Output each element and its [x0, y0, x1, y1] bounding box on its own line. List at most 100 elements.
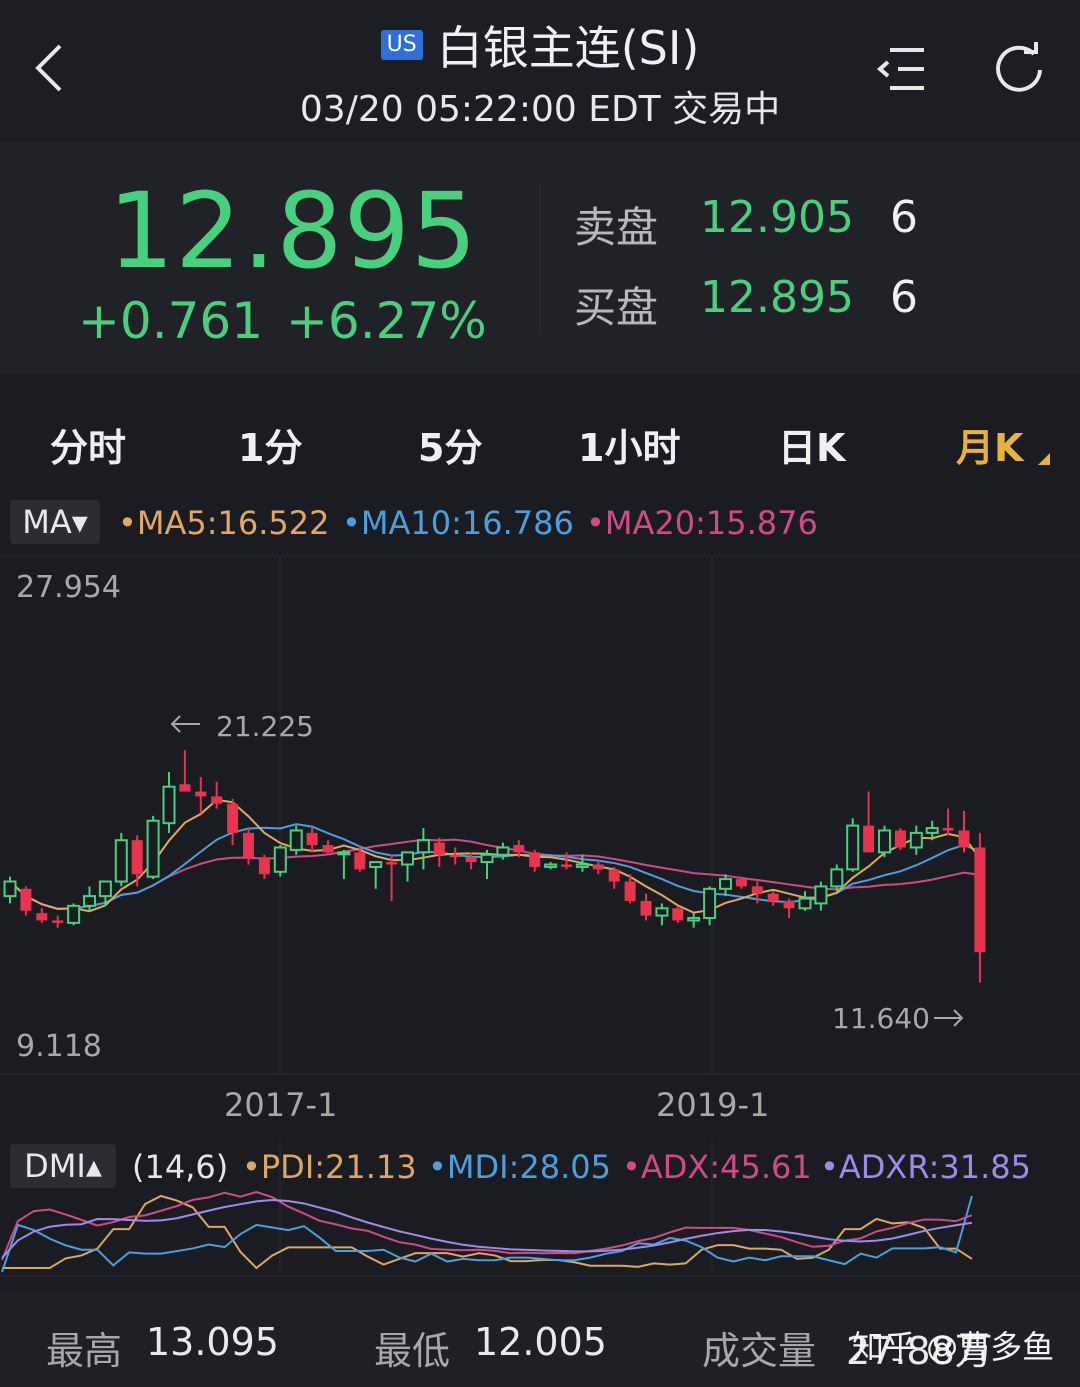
low-marker: 11.640	[832, 1002, 964, 1035]
candle-body	[846, 824, 860, 871]
candle-body	[830, 868, 844, 888]
candle-body	[798, 897, 812, 910]
volume-label: 成交量	[702, 1329, 817, 1373]
pdi-line	[2, 1194, 973, 1270]
adx-value: •ADX:45.61	[622, 1148, 812, 1186]
candle-body	[624, 881, 636, 901]
candle-body	[386, 862, 398, 865]
candle-body	[529, 852, 541, 867]
candle-body	[131, 840, 143, 875]
candle-body	[83, 895, 96, 907]
candle-body	[592, 864, 604, 870]
tab-daily-k[interactable]: 日K	[778, 426, 846, 470]
stats-footer: 最高 13.095 最低 12.005 成交量 27.88万	[0, 1290, 1080, 1387]
tab-5min[interactable]: 5分	[418, 426, 483, 470]
candle-body	[814, 885, 828, 905]
menu-list-icon[interactable]	[876, 42, 928, 96]
trade-status: 03/20 05:22:00 EDT 交易中	[299, 89, 781, 130]
candle-body	[337, 851, 351, 856]
low-label: 最低	[374, 1329, 451, 1373]
candle-body	[878, 829, 891, 854]
candle-body	[179, 784, 191, 792]
ma-legend: MA▾ •MA5:16.522 •MA10:16.786 •MA20:15.87…	[0, 498, 1080, 550]
candle-body	[496, 846, 510, 856]
candle-body	[703, 887, 717, 919]
ma-indicator-selector[interactable]: MA▾	[10, 500, 100, 544]
bid-price: 12.895	[700, 272, 854, 323]
candle-body	[67, 904, 81, 924]
candle-body	[751, 886, 763, 894]
y-max-label: 27.954	[16, 570, 121, 605]
high-value: 13.095	[146, 1320, 279, 1364]
candle-body	[401, 851, 414, 866]
candle-body	[480, 853, 494, 864]
dmi-chart[interactable]	[0, 1140, 1080, 1280]
top-bar: US 白银主连(SI) 03/20 05:22:00 EDT 交易中	[0, 0, 1080, 140]
candle-body	[52, 920, 64, 923]
pdi-value: •PDI:21.13	[242, 1148, 417, 1186]
candle-body	[146, 819, 160, 878]
period-tabs: 分时 1分 5分 1小时 日K 月K	[0, 395, 1080, 493]
tab-1min[interactable]: 1分	[238, 426, 303, 470]
candle-body	[211, 796, 223, 804]
candle-body	[735, 879, 747, 887]
candle-body	[465, 857, 477, 863]
candle-body	[974, 847, 986, 953]
candle-body	[719, 878, 732, 890]
market-badge: US	[380, 30, 423, 60]
candle-body	[767, 893, 779, 901]
candle-body	[195, 791, 207, 797]
last-price: 12.895	[108, 170, 478, 292]
refresh-icon[interactable]	[990, 40, 1052, 100]
candle-body	[863, 825, 875, 853]
candle-body	[114, 839, 128, 883]
quote-panel: 12.895 +0.761 +6.27% 卖盘 12.905 6 买盘 12.8…	[0, 142, 1080, 374]
candle-body	[162, 785, 176, 825]
candle-body	[258, 857, 270, 875]
candle-body	[894, 830, 906, 848]
ma10-value: •MA10:16.786	[342, 504, 574, 542]
candle-body	[687, 916, 701, 922]
candle-body	[672, 908, 684, 921]
candle-body	[354, 852, 366, 870]
ma5-value: •MA5:16.522	[118, 504, 330, 542]
candle-body	[306, 832, 318, 846]
high-marker-label: 21.225	[216, 710, 314, 743]
tab-1hour[interactable]: 1小时	[578, 426, 681, 470]
ask-price: 12.905	[700, 192, 854, 243]
mdi-line	[1, 1195, 973, 1273]
mdi-value: •MDI:28.05	[428, 1148, 611, 1186]
ma20-value: •MA20:15.876	[586, 504, 818, 542]
candle-body	[561, 864, 572, 867]
price-change: +0.761	[78, 292, 264, 350]
candlestick-chart[interactable]: 27.954 9.118 21.225 11.640 2017-1 2019-1	[0, 556, 1080, 1136]
back-arrow-icon[interactable]	[30, 40, 70, 96]
candle-body	[783, 900, 795, 909]
low-value: 12.005	[474, 1320, 607, 1364]
adxr-line	[1, 1198, 973, 1259]
candle-body	[544, 863, 558, 868]
candle-body	[942, 828, 954, 831]
candle-body	[575, 863, 589, 868]
bid-label: 买盘	[574, 283, 659, 332]
candle-body	[3, 880, 17, 898]
candle-body	[640, 900, 652, 916]
candle-body	[227, 803, 239, 833]
candle-body	[369, 861, 383, 868]
price-change-percent: +6.27%	[286, 292, 487, 350]
candle-body	[243, 832, 254, 858]
dmi-params: (14,6)	[132, 1148, 229, 1186]
volume-value: 27.88万	[846, 1329, 993, 1373]
bid-quantity: 6	[890, 272, 918, 323]
page-title: 白银主连(SI)	[436, 21, 700, 75]
candle-body	[608, 869, 620, 882]
tab-monthly-k[interactable]: 月K	[956, 426, 1024, 470]
candle-body	[513, 845, 525, 853]
dmi-indicator-selector[interactable]: DMI▴	[10, 1144, 116, 1188]
candle-body	[433, 842, 445, 855]
tab-intraday[interactable]: 分时	[50, 426, 127, 470]
candle-body	[289, 829, 303, 851]
adx-line	[1, 1190, 973, 1261]
candle-body	[322, 845, 334, 853]
divider	[540, 184, 541, 334]
